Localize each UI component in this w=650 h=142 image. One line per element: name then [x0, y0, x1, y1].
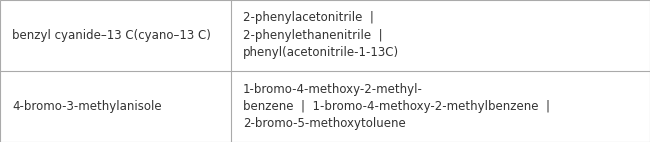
Text: benzyl cyanide–13 C(cyano–13 C): benzyl cyanide–13 C(cyano–13 C) [12, 29, 211, 42]
Text: 1-bromo-4-methoxy-2-methyl-
benzene  |  1-bromo-4-methoxy-2-methylbenzene  |
2-b: 1-bromo-4-methoxy-2-methyl- benzene | 1-… [242, 83, 550, 130]
Text: 2-phenylacetonitrile  |
2-phenylethanenitrile  |
phenyl(acetonitrile-1-13C): 2-phenylacetonitrile | 2-phenylethanenit… [242, 12, 399, 59]
Text: 4-bromo-3-methylanisole: 4-bromo-3-methylanisole [12, 100, 162, 113]
